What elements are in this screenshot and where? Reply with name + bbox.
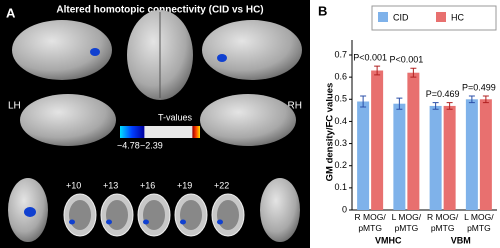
group-label: VBM [451, 235, 471, 245]
slices [63, 193, 245, 237]
legend-label: CID [393, 12, 409, 22]
cluster [69, 219, 75, 225]
bar [465, 99, 478, 210]
cluster [24, 207, 36, 217]
x-tick-label: L MOG/ pMTG [464, 212, 494, 233]
error-bar [410, 67, 417, 78]
y-axis-label: GM density/FC values [325, 83, 336, 182]
brain-lateral [12, 20, 112, 80]
y-tick-label: 0.3 [334, 138, 347, 148]
x-tick-label: R MOG/ pMTG [427, 212, 459, 233]
error-bar [468, 95, 475, 104]
legend-swatch [436, 12, 446, 22]
y-tick-label: 0.6 [334, 72, 347, 82]
panel-label: B [318, 3, 327, 18]
colorbar-title: T-values [158, 112, 193, 122]
p-value: P<0.001 [353, 52, 387, 62]
bar [393, 103, 406, 210]
panel-label: A [6, 5, 16, 20]
y-tick-label: 0 [342, 204, 347, 214]
y-tick-label: 0.1 [334, 182, 347, 192]
hemisphere-label: RH [288, 101, 302, 112]
axial-slice-inner [180, 200, 202, 230]
cluster [106, 219, 112, 225]
axial-slice-inner [143, 200, 165, 230]
slice-label: +19 [177, 180, 192, 190]
bar [429, 105, 442, 210]
bar [371, 70, 384, 210]
axial-slice-inner [106, 200, 128, 230]
slice-label: +16 [140, 180, 155, 190]
group-label: VMHC [375, 235, 402, 245]
brain-medial [200, 94, 296, 146]
axial-slice-inner [69, 200, 91, 230]
legend-label: HC [451, 12, 464, 22]
error-bar [432, 102, 439, 110]
y-tick-label: 0.5 [334, 94, 347, 104]
bar [479, 99, 492, 210]
colorbar-tick: −2.39 [140, 140, 163, 150]
error-bar [446, 102, 453, 110]
y-tick-label: 0.4 [334, 116, 347, 126]
cluster [143, 219, 149, 225]
x-tick-label: L MOG/ pMTG [391, 212, 422, 233]
slice-label: +22 [214, 180, 229, 190]
cluster [217, 219, 223, 225]
slice-label: +10 [66, 180, 81, 190]
cluster [90, 48, 100, 56]
bar [407, 72, 420, 210]
x-tick-label: R MOG/ pMTG [354, 212, 386, 233]
colorbar-tick: −4.78 [117, 140, 140, 150]
y-tick-label: 0.7 [334, 49, 347, 59]
error-bar [360, 95, 367, 108]
p-value: P=0.469 [426, 89, 460, 99]
axial-slice-inner [217, 200, 239, 230]
error-bar [396, 97, 403, 110]
bar [443, 105, 456, 210]
y-tick-label: 0.2 [334, 160, 347, 170]
cluster [180, 219, 186, 225]
brain-coronal [260, 178, 300, 242]
error-bar [482, 95, 489, 104]
p-value: P<0.001 [389, 55, 423, 65]
p-value: P=0.499 [462, 82, 496, 92]
brain-medial [20, 94, 116, 146]
error-bar [374, 65, 381, 76]
brain-lateral [202, 20, 302, 80]
colorbar [120, 126, 200, 138]
cluster [217, 54, 227, 62]
legend-box [371, 5, 497, 31]
slice-label: +13 [103, 180, 118, 190]
bar [357, 101, 370, 210]
legend-swatch [378, 12, 388, 22]
hemisphere-label: LH [8, 101, 21, 112]
